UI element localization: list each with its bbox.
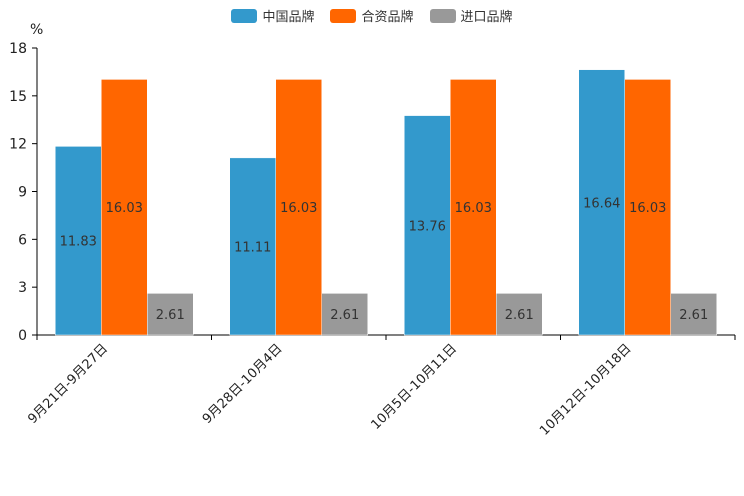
bar (624, 79, 671, 336)
bar (450, 79, 497, 336)
y-tick-label: 18 (9, 41, 27, 57)
y-tick-label: 0 (18, 328, 27, 344)
bar (578, 69, 625, 336)
bar (496, 293, 543, 336)
x-category-label: 10月5日-10月11日 (368, 341, 460, 433)
legend-item-joint-venture[interactable]: 合资品牌 (330, 6, 414, 25)
data-label: 16.03 (106, 201, 143, 216)
legend-item-imported[interactable]: 进口品牌 (429, 6, 513, 25)
data-label: 16.64 (583, 196, 620, 211)
data-label: 16.03 (629, 201, 666, 216)
bar (147, 293, 194, 336)
legend-swatch-imported (429, 8, 456, 23)
legend-label-imported: 进口品牌 (460, 10, 513, 25)
bar (275, 79, 322, 336)
y-tick-label: 9 (18, 185, 27, 201)
data-label: 2.61 (679, 308, 708, 323)
y-tick-label: 6 (18, 232, 27, 248)
y-axis-unit-label: % (30, 22, 43, 38)
data-label: 2.61 (156, 308, 185, 323)
legend-swatch-domestic (231, 8, 258, 23)
bar (55, 146, 102, 336)
data-label: 11.11 (234, 240, 271, 255)
legend-swatch-joint-venture (330, 8, 357, 23)
x-category-label: 9月21日-9月27日 (25, 341, 111, 427)
bar (101, 79, 148, 336)
legend-label-domestic: 中国品牌 (262, 10, 315, 25)
data-label: 2.61 (330, 308, 359, 323)
data-label: 16.03 (280, 201, 317, 216)
y-tick-label: 3 (18, 280, 27, 296)
bar (670, 293, 717, 336)
data-label: 11.83 (60, 235, 97, 250)
legend-label-joint-venture: 合资品牌 (361, 10, 414, 25)
data-label: 13.76 (409, 219, 446, 234)
bar (229, 157, 276, 336)
bar (404, 115, 451, 336)
bar (321, 293, 368, 336)
data-label: 2.61 (505, 308, 534, 323)
legend-item-domestic[interactable]: 中国品牌 (231, 6, 314, 25)
y-tick-label: 15 (9, 89, 27, 105)
y-tick-label: 12 (9, 137, 27, 153)
x-category-label: 10月12日-10月18日 (537, 341, 634, 438)
data-label: 16.03 (455, 201, 492, 216)
chart-legend: 中国品牌 合资品牌 进口品牌 (0, 6, 744, 25)
x-category-label: 9月28日-10月4日 (200, 341, 286, 427)
